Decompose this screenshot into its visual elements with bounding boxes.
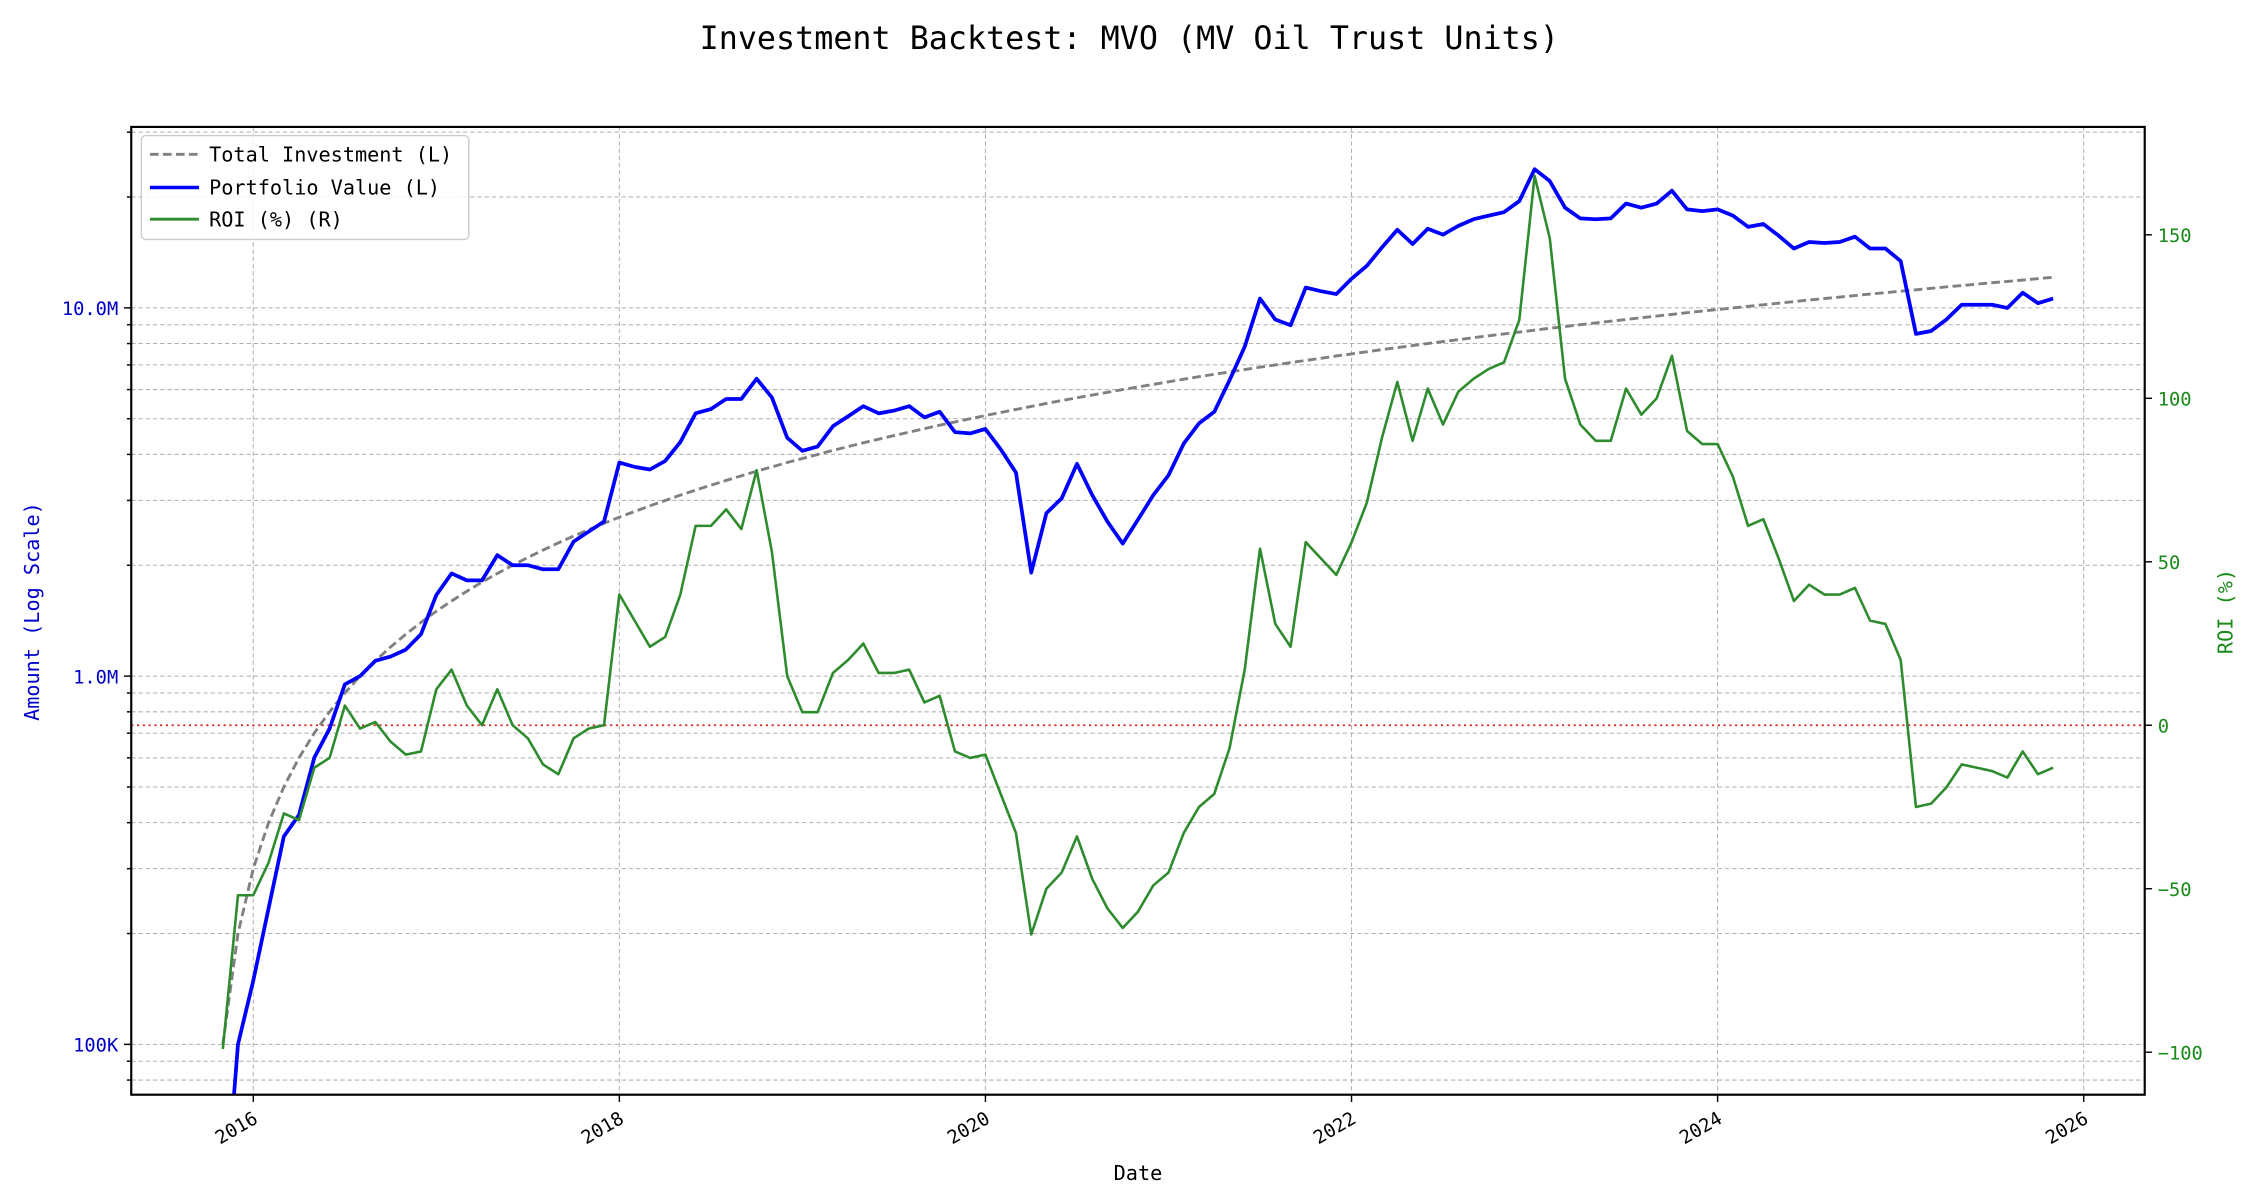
left-tick-label: 100K — [73, 1036, 119, 1057]
left-tick-label: 1.0M — [73, 667, 118, 688]
right-tick-label: 100 — [2158, 390, 2192, 411]
x-tick-label: 2022 — [1310, 1108, 1360, 1149]
legend-label-total-investment: Total Investment (L) — [209, 143, 452, 167]
x-tick-label: 2016 — [212, 1108, 262, 1149]
chart-title: Investment Backtest: MVO (MV Oil Trust U… — [700, 21, 1559, 57]
right-tick-label: 0 — [2158, 716, 2169, 737]
right-tick-label: −50 — [2158, 880, 2192, 901]
right-tick-label: −100 — [2158, 1043, 2203, 1064]
grid — [131, 126, 2145, 1095]
legend-box — [140, 134, 470, 241]
right-tick-label: 50 — [2158, 553, 2181, 574]
left-tick-label: 10.0M — [62, 299, 118, 320]
left-axis-label: Amount (Log Scale) — [20, 502, 44, 721]
right-tick-label: 150 — [2158, 226, 2192, 247]
x-tick-label: 2018 — [578, 1108, 628, 1149]
total-investment-line — [221, 275, 2054, 1045]
roi-line — [221, 174, 2054, 1050]
portfolio-value-line — [232, 167, 2054, 1095]
legend-label-portfolio: Portfolio Value (L) — [209, 176, 440, 200]
x-tick-label: 2026 — [2042, 1108, 2092, 1149]
plot-area — [131, 167, 2145, 1095]
x-axis-label: Date — [1114, 1161, 1163, 1185]
legend-label-roi: ROI (%) (R) — [209, 207, 343, 231]
x-tick-label: 2024 — [1676, 1108, 1726, 1149]
axes-frame — [130, 125, 2146, 1096]
ticks: 100K 1.0M 10.0M 2016 2018 2020 2022 2024 2026 −10… — [62, 131, 2203, 1149]
legend: Total Investment (L) Portfolio Value (L)… — [140, 134, 470, 241]
x-tick-label: 2020 — [944, 1108, 994, 1149]
right-axis-label: ROI (%) — [2214, 569, 2238, 654]
